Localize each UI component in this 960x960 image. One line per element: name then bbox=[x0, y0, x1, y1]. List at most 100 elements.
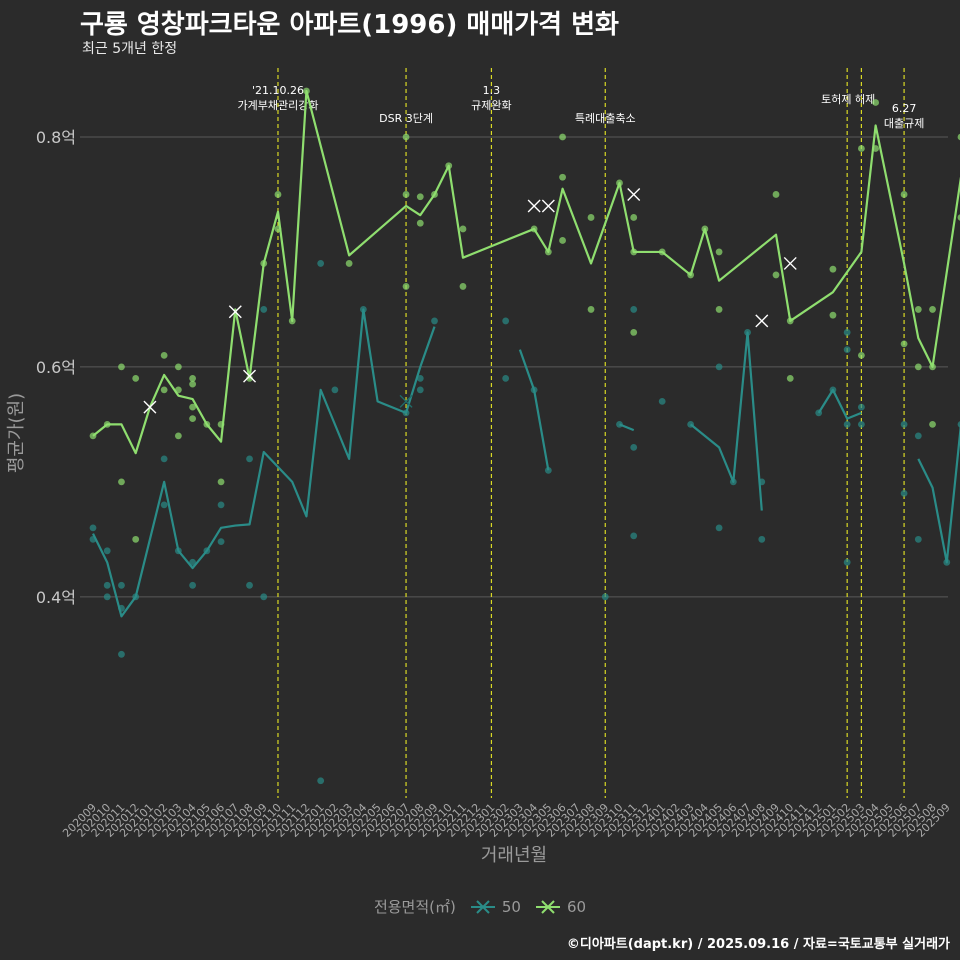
y-tick-label: 0.8억 bbox=[36, 128, 76, 147]
point-60 bbox=[189, 374, 197, 382]
point-50 bbox=[502, 374, 510, 382]
y-tick-label: 0.6억 bbox=[36, 358, 76, 377]
point-60 bbox=[587, 214, 595, 221]
point-60 bbox=[160, 386, 168, 394]
point-60 bbox=[957, 133, 960, 141]
point-60 bbox=[174, 432, 182, 440]
point-60 bbox=[559, 173, 566, 181]
event-label: '21.10.26 가계부채관리강화 bbox=[237, 84, 318, 112]
point-60 bbox=[957, 214, 960, 221]
legend-label-60: 60 bbox=[566, 897, 587, 916]
legend-key-60-icon bbox=[535, 899, 560, 914]
point-60 bbox=[189, 415, 197, 423]
legend-item-50: 50 bbox=[470, 898, 521, 916]
point-50 bbox=[502, 317, 510, 325]
cross-marker-60 bbox=[243, 369, 257, 383]
point-50 bbox=[431, 317, 438, 325]
point-50 bbox=[160, 501, 168, 509]
point-60 bbox=[274, 191, 282, 198]
point-60 bbox=[929, 420, 936, 428]
point-60 bbox=[587, 306, 595, 313]
point-50 bbox=[416, 374, 424, 382]
point-60 bbox=[132, 535, 140, 543]
cross-marker-60 bbox=[228, 305, 242, 319]
point-60 bbox=[559, 237, 566, 244]
point-60 bbox=[459, 225, 467, 233]
point-50 bbox=[914, 535, 922, 543]
point-50 bbox=[857, 420, 865, 428]
point-60 bbox=[189, 403, 197, 411]
point-50 bbox=[914, 432, 922, 440]
point-60 bbox=[900, 340, 908, 348]
point-50 bbox=[217, 538, 225, 546]
point-60 bbox=[459, 283, 467, 290]
point-50 bbox=[103, 593, 111, 601]
point-60 bbox=[772, 191, 780, 198]
point-60 bbox=[160, 352, 168, 359]
chart-title: 구룡 영창파크타운 아파트(1996) 매매가격 변화 bbox=[80, 10, 619, 40]
point-60 bbox=[872, 99, 880, 106]
point-50 bbox=[658, 397, 666, 405]
series-line-60 bbox=[92, 89, 960, 455]
cross-marker-50 bbox=[399, 394, 413, 408]
series-line-50 bbox=[689, 331, 763, 511]
point-50 bbox=[843, 420, 851, 428]
point-50 bbox=[189, 558, 197, 566]
point-50 bbox=[857, 403, 865, 411]
point-50 bbox=[189, 581, 197, 589]
point-50 bbox=[715, 363, 723, 371]
point-60 bbox=[345, 260, 353, 267]
point-60 bbox=[402, 191, 410, 198]
point-60 bbox=[857, 352, 865, 359]
point-50 bbox=[89, 524, 97, 532]
point-60 bbox=[914, 306, 922, 313]
point-50 bbox=[416, 386, 424, 394]
legend-title: 전용면적(㎡) bbox=[373, 898, 456, 916]
point-50 bbox=[103, 547, 111, 555]
point-50 bbox=[246, 581, 253, 589]
point-50 bbox=[758, 535, 766, 543]
cross-marker-60 bbox=[527, 199, 541, 213]
point-60 bbox=[118, 478, 125, 486]
y-axis-title: 평균가(원) bbox=[6, 393, 27, 473]
series-line-50 bbox=[92, 308, 436, 618]
point-60 bbox=[829, 265, 837, 273]
point-50 bbox=[118, 650, 125, 658]
point-60 bbox=[829, 311, 837, 319]
point-50 bbox=[843, 329, 851, 336]
point-50 bbox=[160, 455, 168, 463]
cross-marker-60 bbox=[143, 400, 157, 414]
point-50 bbox=[260, 593, 268, 601]
point-50 bbox=[843, 346, 851, 354]
point-60 bbox=[630, 329, 638, 336]
y-tick-label: 0.4억 bbox=[36, 588, 76, 607]
series-line-50 bbox=[619, 423, 635, 432]
legend-item-60: 60 bbox=[535, 898, 586, 916]
cross-marker-60 bbox=[541, 199, 555, 213]
event-label: 토허제 해제 bbox=[821, 92, 875, 106]
point-60 bbox=[402, 133, 410, 141]
point-50 bbox=[630, 306, 638, 313]
point-60 bbox=[914, 363, 922, 371]
point-50 bbox=[630, 443, 638, 451]
point-60 bbox=[118, 363, 125, 371]
point-50 bbox=[317, 777, 325, 785]
point-60 bbox=[402, 283, 410, 290]
point-60 bbox=[715, 248, 723, 256]
cross-marker-60 bbox=[783, 256, 797, 270]
point-50 bbox=[317, 260, 325, 267]
series-line-50 bbox=[817, 388, 862, 420]
point-50 bbox=[246, 455, 253, 463]
point-60 bbox=[416, 219, 424, 227]
legend: 전용면적(㎡) 50 60 bbox=[0, 896, 960, 917]
point-60 bbox=[772, 271, 780, 279]
point-50 bbox=[843, 558, 851, 566]
point-50 bbox=[260, 306, 268, 313]
point-50 bbox=[217, 501, 225, 509]
point-50 bbox=[118, 581, 125, 589]
point-50 bbox=[331, 386, 339, 394]
point-50 bbox=[900, 420, 908, 428]
point-60 bbox=[929, 306, 936, 313]
point-60 bbox=[416, 193, 424, 201]
